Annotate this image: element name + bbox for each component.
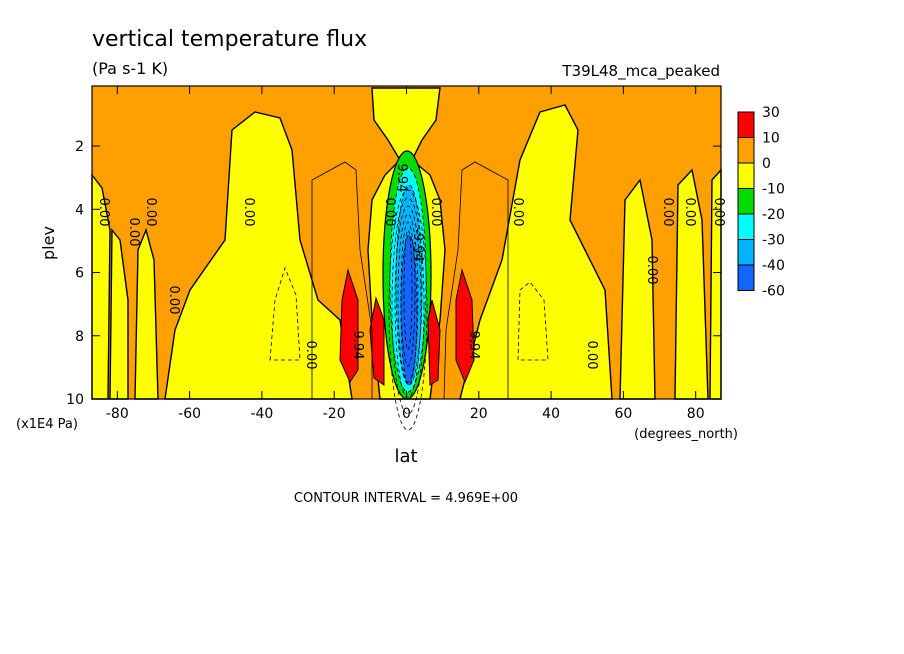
dataset-label: T39L48_mca_peaked <box>561 62 720 81</box>
chart-title: vertical temperature flux <box>92 27 367 52</box>
x-tick-label: 40 <box>542 406 560 422</box>
legend-level-label: -20 <box>762 207 785 223</box>
contour-label: 9.94 <box>350 331 365 360</box>
contour-region-red-2 <box>427 299 441 386</box>
legend-swatch <box>737 137 755 164</box>
contour-region-yellow-1 <box>109 228 129 400</box>
contour-region-red-3 <box>455 268 475 384</box>
contour-region-red-0 <box>339 268 359 384</box>
x-axis: -80 -60 -40 -20 0 20 40 60 80 <box>106 86 705 422</box>
core-contour-1 <box>400 221 416 367</box>
legend-level-label: -30 <box>762 233 785 249</box>
contour-label: 0.00 <box>166 286 181 315</box>
legend-swatch <box>737 111 755 138</box>
contour-region-yellow-3 <box>164 111 353 400</box>
core-contour-5 <box>388 189 428 431</box>
x-tick-label: 20 <box>470 406 488 422</box>
contour-label: 0.00 <box>660 198 675 227</box>
x-tick-label: -80 <box>106 406 129 422</box>
contour-label: 0.00 <box>510 198 525 227</box>
legend-swatch <box>737 213 755 240</box>
contour-label: 0.00 <box>241 198 256 227</box>
contour-label: 9.94 <box>466 331 481 360</box>
legend-swatch <box>737 264 755 291</box>
x-axis-label: lat <box>394 446 417 467</box>
contour-label: 0.00 <box>126 218 141 247</box>
x-tick-label: 0 <box>402 406 411 422</box>
plot-area: 0.000.000.000.000.000.000.00 0.00 0.00 0.00… <box>91 85 726 431</box>
legend-level-label: 10 <box>762 131 780 147</box>
legend-level-label: 0 <box>762 156 771 172</box>
contour-interval: CONTOUR INTERVAL = 4.969E+00 <box>294 491 518 506</box>
contour-region-yellow-8 <box>674 168 709 400</box>
y-tick-label: 6 <box>75 266 84 282</box>
y-axis-units: (x1E4 Pa) <box>16 417 78 432</box>
contour-label: 0.00 <box>584 341 599 370</box>
contour-label: 0.00 <box>143 198 158 227</box>
contour-label: 0.00 <box>682 198 697 227</box>
contour-region-yellow-2 <box>134 227 159 400</box>
core-contour-2 <box>397 213 419 383</box>
legend-swatch <box>737 162 755 189</box>
contour-line-right <box>443 161 509 400</box>
dashed-pocket-left <box>269 266 301 361</box>
contour-line-left <box>311 161 373 399</box>
x-tick-label: -40 <box>250 406 273 422</box>
y-tick-label: 4 <box>75 202 84 218</box>
legend-swatch <box>737 188 755 215</box>
x-tick-label: -20 <box>323 406 346 422</box>
legend-level-label: -60 <box>762 284 785 300</box>
contour-label: 0.00 <box>711 198 726 227</box>
x-tick-label: 60 <box>614 406 632 422</box>
contour-region-yellow-7 <box>619 178 656 400</box>
y-tick-label: 8 <box>75 329 84 345</box>
contour-label: 0.00 <box>644 256 659 285</box>
contour-label: 9.94 <box>394 164 409 193</box>
x-tick-label: 80 <box>687 406 705 422</box>
legend-swatch <box>737 239 755 266</box>
contour-label: 0.00 <box>96 198 111 227</box>
core-contour-4 <box>391 197 425 415</box>
contour-label: 0.00 <box>428 198 443 227</box>
dashed-pocket-right <box>517 281 549 361</box>
contour-label: 0.00 <box>303 341 318 370</box>
core-shell-3 <box>400 234 418 386</box>
y-tick-label: 10 <box>66 392 84 408</box>
y-tick-label: 2 <box>75 139 84 155</box>
core-contour-3 <box>394 205 422 399</box>
contour-label: -9.94 <box>410 228 425 262</box>
legend-level-label: -40 <box>762 258 785 274</box>
x-axis-units: (degrees_north) <box>634 427 738 442</box>
color-legend: 30 10 0 -10 -20 -30 -40 -60 <box>737 105 785 300</box>
legend-level-label: -10 <box>762 182 785 198</box>
contour-region-yellow-6 <box>459 104 613 400</box>
contour-label: 0.00 <box>382 198 397 227</box>
legend-level-label: 30 <box>762 105 780 121</box>
y-axis: 2 4 6 8 10 <box>66 139 721 408</box>
x-tick-label: -60 <box>178 406 201 422</box>
chart-units: (Pa s-1 K) <box>92 59 168 78</box>
y-axis-label: plev <box>39 226 58 260</box>
core-contour-0 <box>403 229 413 351</box>
